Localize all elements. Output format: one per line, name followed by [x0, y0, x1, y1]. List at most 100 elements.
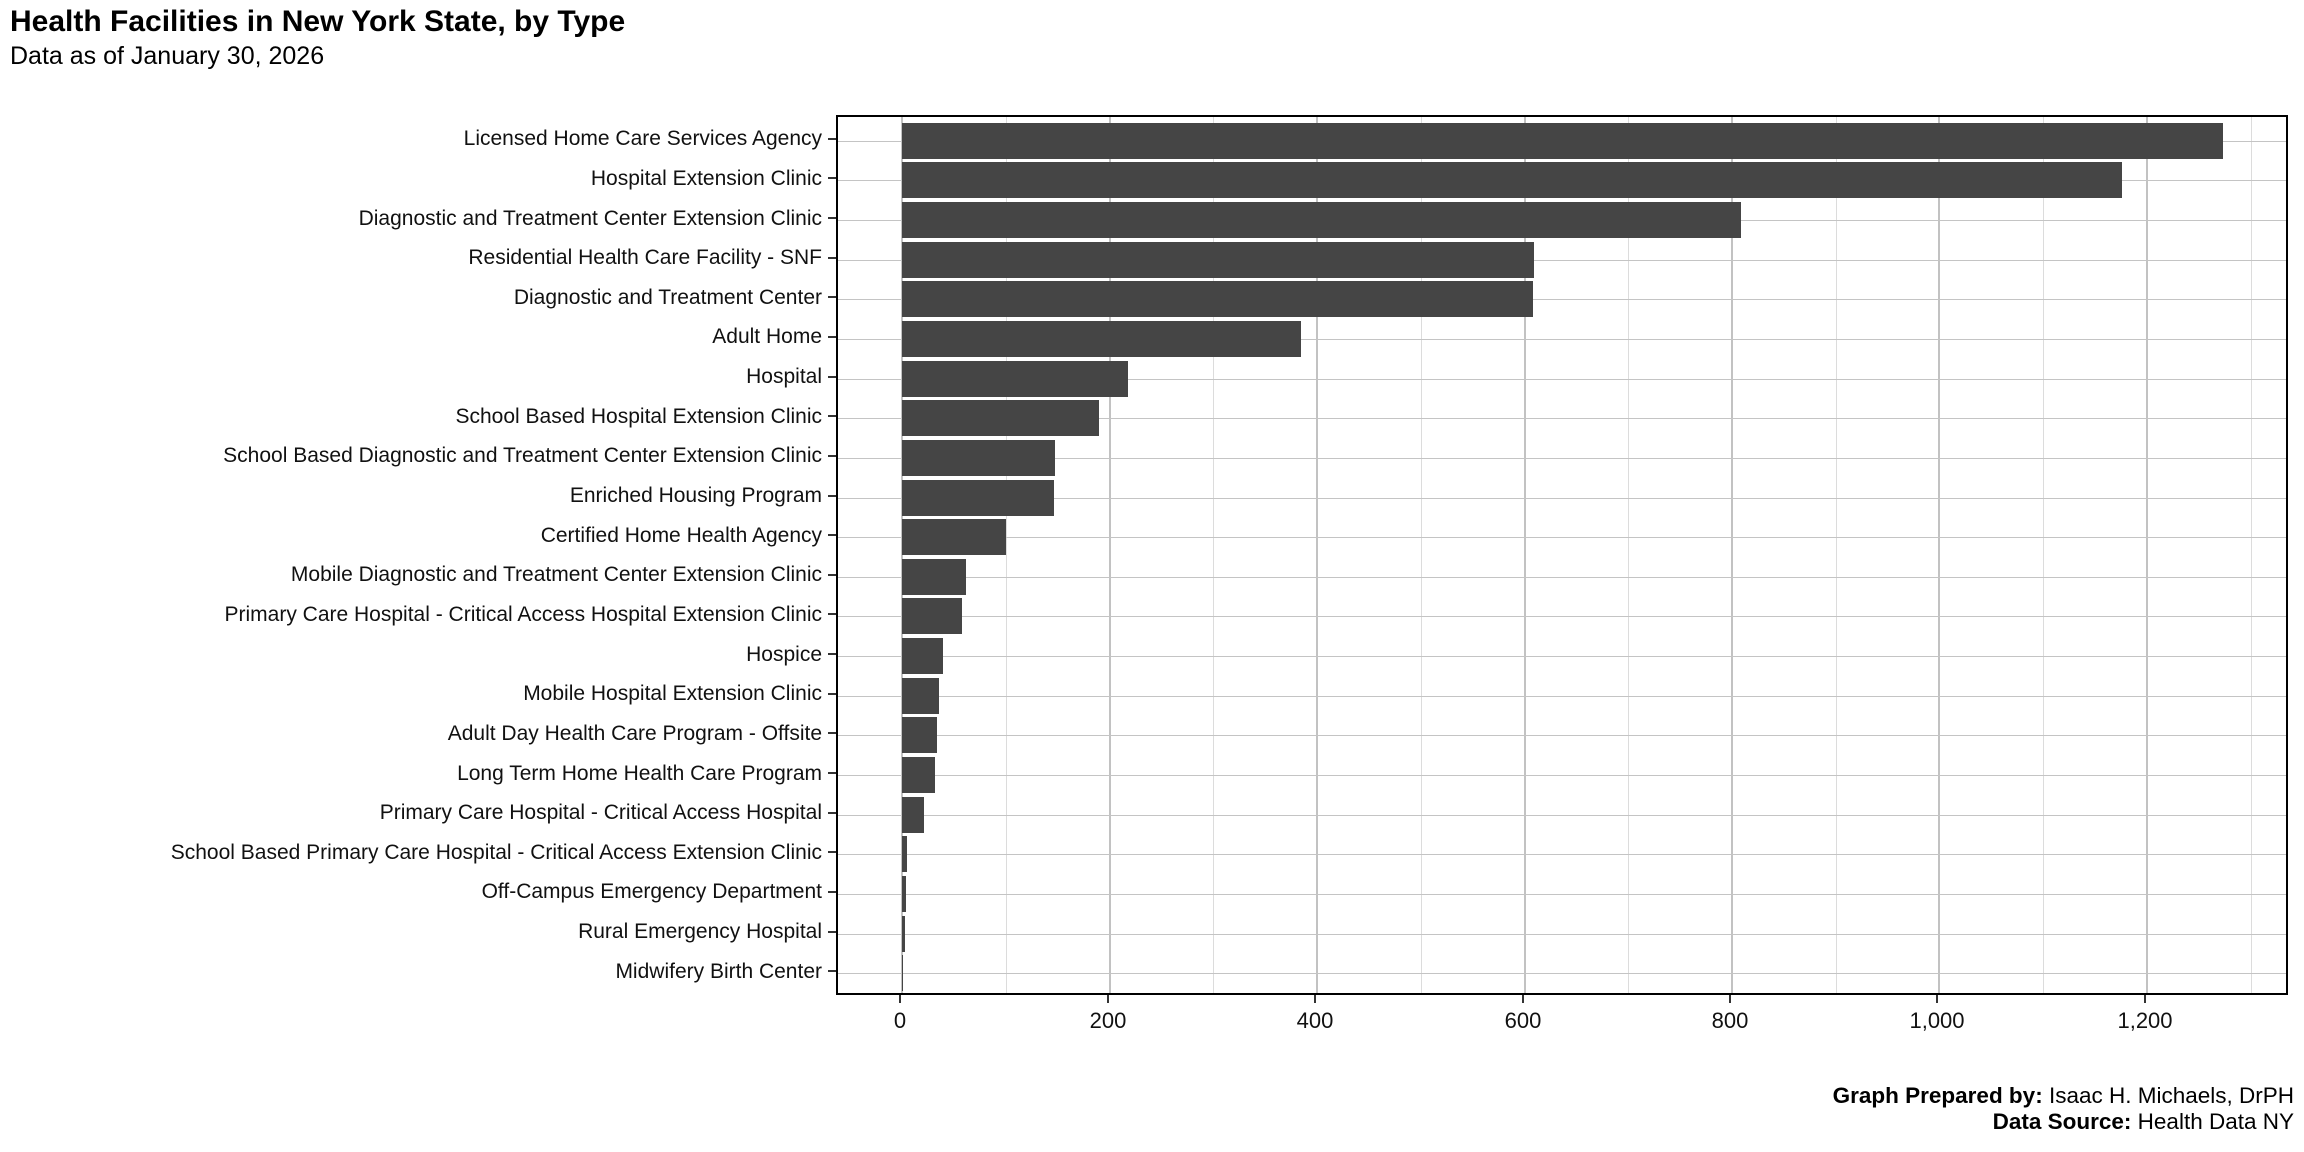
- y-category-label: School Based Primary Care Hospital - Cri…: [170, 841, 822, 864]
- gridline-row: [838, 299, 2286, 300]
- y-category-label: Mobile Hospital Extension Clinic: [523, 682, 822, 705]
- y-tick: [828, 653, 836, 655]
- gridline-major: [1523, 117, 1526, 993]
- y-tick: [828, 772, 836, 774]
- y-tick: [828, 455, 836, 457]
- gridline-row: [838, 458, 2286, 459]
- y-category-label: Hospice: [746, 643, 822, 666]
- x-tick: [1936, 995, 1938, 1003]
- bar: [902, 162, 2123, 198]
- gridline-row: [838, 894, 2286, 895]
- gridline-row: [838, 418, 2286, 419]
- y-category-label: Enriched Housing Program: [569, 484, 822, 507]
- footer-prepared-by: Graph Prepared by: Isaac H. Michaels, Dr…: [1833, 1083, 2294, 1109]
- y-tick: [828, 138, 836, 140]
- x-tick: [2144, 995, 2146, 1003]
- y-tick: [828, 336, 836, 338]
- plot-panel: [836, 115, 2288, 995]
- chart-subtitle: Data as of January 30, 2026: [10, 42, 325, 70]
- x-tick: [1522, 995, 1524, 1003]
- y-category-label: Residential Health Care Facility - SNF: [468, 246, 822, 269]
- y-category-label: Off-Campus Emergency Department: [481, 880, 822, 903]
- gridline-row: [838, 498, 2286, 499]
- y-category-label: Adult Day Health Care Program - Offsite: [447, 722, 822, 745]
- y-tick: [828, 970, 836, 972]
- y-category-label: Certified Home Health Agency: [540, 524, 822, 547]
- gridline-row: [838, 735, 2286, 736]
- gridline-row: [838, 973, 2286, 974]
- bar: [902, 916, 906, 952]
- bar: [902, 123, 2224, 159]
- x-tick-label: 0: [893, 1008, 907, 1033]
- x-tick-label: 200: [1089, 1008, 1127, 1033]
- gridline-row: [838, 339, 2286, 340]
- x-tick-label: 800: [1711, 1008, 1749, 1033]
- y-category-label: Long Term Home Health Care Program: [457, 762, 822, 785]
- bar: [902, 836, 908, 872]
- bar: [902, 242, 1535, 278]
- y-tick: [828, 217, 836, 219]
- gridline-row: [838, 379, 2286, 380]
- y-category-label: Licensed Home Care Services Agency: [463, 127, 822, 150]
- gridline-row: [838, 775, 2286, 776]
- y-category-label: Diagnostic and Treatment Center: [513, 286, 822, 309]
- gridline-row: [838, 934, 2286, 935]
- gridline-row: [838, 696, 2286, 697]
- y-tick: [828, 257, 836, 259]
- footer-prepared-by-label: Graph Prepared by:: [1832, 1083, 2043, 1108]
- gridline-minor: [2250, 117, 2252, 993]
- gridline-minor: [1213, 117, 1215, 993]
- x-tick-label: 1,000: [1909, 1008, 1965, 1033]
- bar: [902, 797, 925, 833]
- bar: [902, 717, 938, 753]
- footer-data-source-value: Health Data NY: [2131, 1109, 2294, 1134]
- bar: [902, 955, 904, 991]
- y-tick: [828, 296, 836, 298]
- footer-data-source: Data Source: Health Data NY: [1993, 1109, 2294, 1135]
- gridline-minor: [1006, 117, 1008, 993]
- bar: [902, 559, 967, 595]
- bar: [902, 638, 944, 674]
- y-tick: [828, 574, 836, 576]
- gridline-major: [1731, 117, 1734, 993]
- gridline-row: [838, 656, 2286, 657]
- y-category-label: Mobile Diagnostic and Treatment Center E…: [290, 563, 822, 586]
- y-tick: [828, 495, 836, 497]
- gridline-row: [838, 260, 2286, 261]
- gridline-row: [838, 537, 2286, 538]
- y-tick: [828, 693, 836, 695]
- y-tick: [828, 534, 836, 536]
- x-tick: [1107, 995, 1109, 1003]
- bar: [902, 678, 940, 714]
- bar: [902, 440, 1056, 476]
- gridline-major: [1938, 117, 1941, 993]
- gridline-major: [1108, 117, 1111, 993]
- gridline-minor: [2043, 117, 2045, 993]
- gridline-major: [901, 117, 904, 993]
- bar: [902, 757, 936, 793]
- bar: [902, 519, 1007, 555]
- bar: [902, 400, 1100, 436]
- gridline-minor: [1835, 117, 1837, 993]
- y-tick: [828, 931, 836, 933]
- gridline-row: [838, 815, 2286, 816]
- bar: [902, 876, 907, 912]
- y-tick: [828, 415, 836, 417]
- x-tick: [899, 995, 901, 1003]
- y-category-label: Primary Care Hospital - Critical Access …: [224, 603, 822, 626]
- y-category-label: Hospital: [746, 365, 822, 388]
- gridline-row: [838, 616, 2286, 617]
- y-category-label: Primary Care Hospital - Critical Access …: [379, 801, 822, 824]
- y-category-label: Diagnostic and Treatment Center Extensio…: [358, 207, 822, 230]
- y-tick: [828, 851, 836, 853]
- gridline-row: [838, 854, 2286, 855]
- y-category-label: School Based Hospital Extension Clinic: [455, 405, 822, 428]
- bar: [902, 598, 963, 634]
- y-category-label: Rural Emergency Hospital: [578, 920, 822, 943]
- y-tick: [828, 891, 836, 893]
- y-tick: [828, 732, 836, 734]
- bar: [902, 202, 1742, 238]
- gridline-major: [2145, 117, 2148, 993]
- y-category-label: School Based Diagnostic and Treatment Ce…: [223, 444, 822, 467]
